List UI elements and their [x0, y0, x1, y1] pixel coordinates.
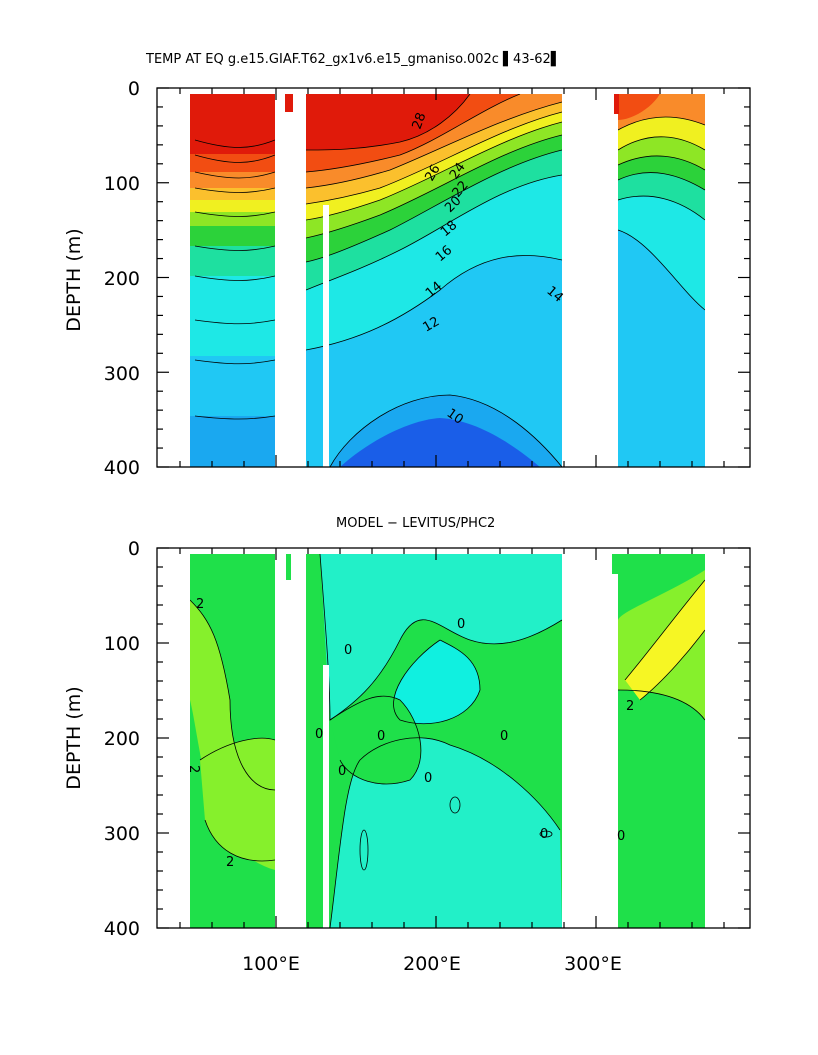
contour-lines-top	[194, 93, 706, 467]
diff-pacific-negative-top	[300, 554, 562, 720]
y-tick-labels-top: 0 100 200 300 400	[104, 78, 140, 479]
land-mask-americas	[562, 88, 618, 467]
contour-label: 0	[617, 829, 625, 844]
x-tick-label: 200°E	[403, 953, 461, 975]
land-mask-maritime-continent	[275, 88, 306, 467]
band-indian-16	[190, 246, 275, 276]
y-tick-label: 100	[104, 633, 140, 655]
panel-title-top: TEMP AT EQ g.e15.GIAF.T62_gx1v6.e15_gman…	[145, 50, 561, 67]
band-indian-13	[190, 356, 275, 416]
surface-gap	[157, 88, 750, 94]
diff-pacific-core	[393, 640, 480, 724]
band-pacific-28	[306, 94, 470, 150]
band-indian-22	[190, 188, 275, 200]
contour-label: 2	[226, 855, 234, 870]
contour-label: 0	[377, 729, 385, 744]
x-tick-label: 300°E	[564, 953, 622, 975]
contour-label: 0	[500, 729, 508, 744]
panel-title-bottom: MODEL − LEVITUS/PHC2	[336, 516, 495, 531]
x-tick-label: 100°E	[242, 953, 300, 975]
y-tick-label: 0	[128, 538, 140, 560]
y-tick-label: 100	[104, 173, 140, 195]
y-tick-label: 200	[104, 268, 140, 290]
diff-atlantic-base-top	[618, 554, 705, 620]
band-indian-20	[190, 200, 275, 212]
band-indian-26	[190, 154, 275, 172]
y-tick-label: 200	[104, 728, 140, 750]
band-indian-28	[190, 94, 275, 154]
contour-label: 28	[410, 111, 430, 132]
contour-label: 0	[424, 771, 432, 786]
island-strip-bottom	[286, 554, 291, 580]
y-tick-label: 400	[104, 457, 140, 479]
y-tick-label: 0	[128, 78, 140, 100]
band-atlantic-26	[618, 94, 660, 120]
band-indian-18	[190, 212, 275, 226]
contour-label: 2	[186, 765, 201, 773]
contour-label: 12	[421, 314, 443, 335]
y-axis-label-bottom: DEPTH (m)	[63, 686, 85, 789]
atlantic-edge-strip	[614, 94, 619, 114]
difference-contour-field	[157, 548, 750, 928]
contour-label: 26	[422, 162, 443, 184]
band-pacific-10	[340, 418, 540, 467]
band-indian-14	[190, 276, 275, 356]
contour-label: 0	[344, 643, 352, 658]
y-tick-label: 300	[104, 363, 140, 385]
atlantic-edge-strip-bottom	[612, 554, 618, 574]
band-indian-24	[190, 172, 275, 188]
y-tick-label: 400	[104, 918, 140, 940]
diff-pacific-negative-deep	[330, 737, 562, 928]
contour-label: 0	[315, 727, 323, 742]
contour-label: 0	[338, 764, 346, 779]
surface-gap-bottom	[157, 548, 750, 554]
contour-label: 0	[540, 827, 548, 842]
band-indian-17	[190, 226, 275, 246]
x-tick-labels-bottom: 100°E 200°E 300°E	[242, 953, 622, 975]
island-strip-hot	[285, 94, 293, 112]
land-mask-americas-bottom	[562, 548, 618, 928]
y-tick-label: 300	[104, 823, 140, 845]
island-gap-strip-bottom	[323, 665, 329, 928]
y-tick-labels-bottom: 0 100 200 300 400	[104, 538, 140, 940]
diff-indian-positive-deep	[200, 738, 275, 861]
contour-label: 2	[626, 699, 634, 714]
temperature-contour-field	[157, 88, 750, 467]
axis-ticks-top	[157, 87, 750, 468]
land-mask-maritime-continent-bottom	[275, 548, 306, 928]
contour-label: 0	[457, 617, 465, 632]
axis-ticks-bottom	[157, 547, 750, 929]
band-indian-12	[190, 416, 275, 467]
y-axis-label-top: DEPTH (m)	[63, 228, 85, 331]
contour-label: 2	[196, 597, 204, 612]
island-gap-strip	[323, 205, 329, 467]
contour-labels-bottom: 2 0 0 0 0 0 2 2 0 0 0 2 0	[186, 597, 634, 870]
diff-atlantic-strong	[625, 580, 705, 700]
